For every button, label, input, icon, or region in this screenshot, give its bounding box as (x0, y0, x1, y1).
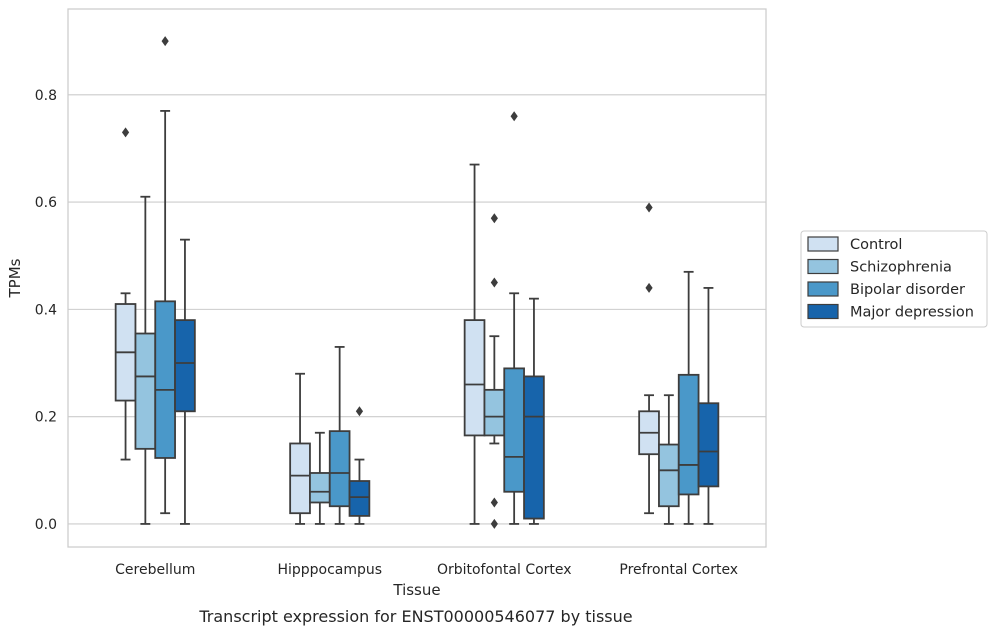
x-tick-label: Prefrontal Cortex (619, 562, 738, 578)
legend-label: Schizophrenia (850, 260, 952, 276)
legend-frame (800, 230, 988, 328)
outlier-point (121, 127, 130, 138)
y-tick-label: 0.8 (35, 88, 57, 104)
outlier-point (645, 282, 653, 293)
legend-items: Control Schizophrenia Bipolar disorder Majo… (807, 236, 974, 321)
box-schizophrenia (483, 213, 506, 529)
legend-label: Bipolar disorder (850, 282, 965, 298)
interquartile-box (134, 332, 157, 450)
y-tick-label: 0.2 (35, 410, 57, 426)
box-schizophrenia (134, 195, 157, 525)
box-control (114, 127, 137, 461)
x-tick-label: Hipppocampus (277, 562, 382, 578)
box-control (638, 202, 660, 515)
interquartile-box (289, 442, 311, 515)
legend-label: Major depression (850, 305, 974, 321)
interquartile-box (658, 443, 680, 508)
interquartile-box (328, 430, 351, 508)
box-major-depression (174, 238, 196, 525)
x-tick-labels: Cerebellum Hipppocampus Orbitofontal Corte… (115, 562, 738, 578)
y-tick-label: 0.6 (35, 195, 57, 211)
interquartile-box (154, 300, 176, 459)
box-major-depression (697, 287, 720, 525)
legend-label: Control (850, 237, 902, 253)
interquartile-box (503, 367, 525, 493)
legend: Control Schizophrenia Bipolar disorder Majo… (800, 230, 988, 328)
box-bipolar-disorder (503, 111, 525, 525)
legend-swatch (807, 281, 839, 297)
chart-caption: Transcript expression for ENST0000054607… (198, 607, 632, 626)
y-axis-title: TPMs (6, 258, 24, 298)
y-tick-labels: 0.0 0.2 0.4 0.6 0.8 (35, 88, 57, 533)
x-axis-title: Tissue (392, 581, 440, 599)
interquartile-box (463, 319, 486, 437)
interquartile-box (523, 375, 545, 520)
interquartile-box (677, 373, 700, 496)
interquartile-box (309, 472, 331, 504)
box-bipolar-disorder (328, 346, 351, 525)
outlier-point (490, 497, 498, 508)
y-tick-label: 0.4 (35, 302, 57, 318)
x-tick-label: Cerebellum (115, 562, 195, 578)
box-bipolar-disorder (677, 270, 700, 525)
box-schizophrenia (658, 394, 680, 525)
x-tick-label: Orbitofontal Cortex (437, 562, 572, 578)
box-bipolar-disorder (154, 36, 176, 515)
plot-area-frame (67, 8, 767, 548)
outlier-point (510, 111, 518, 122)
outlier-point (490, 518, 498, 529)
legend-swatch (807, 258, 839, 275)
interquartile-box (174, 319, 196, 413)
outlier-point (490, 213, 498, 224)
outlier-point (161, 36, 169, 47)
outlier-point (490, 277, 498, 288)
box-major-depression (348, 406, 371, 525)
box-schizophrenia (309, 431, 331, 525)
box-control (463, 163, 486, 525)
outlier-point (645, 202, 653, 213)
boxes (114, 36, 720, 529)
interquartile-box (348, 480, 371, 517)
legend-swatch (807, 236, 839, 252)
box-control (289, 372, 311, 525)
box-major-depression (523, 297, 545, 525)
legend-swatch (807, 303, 839, 320)
interquartile-box (697, 402, 720, 488)
outlier-point (355, 406, 364, 417)
y-tick-label: 0.0 (35, 517, 57, 533)
interquartile-box (483, 388, 506, 437)
